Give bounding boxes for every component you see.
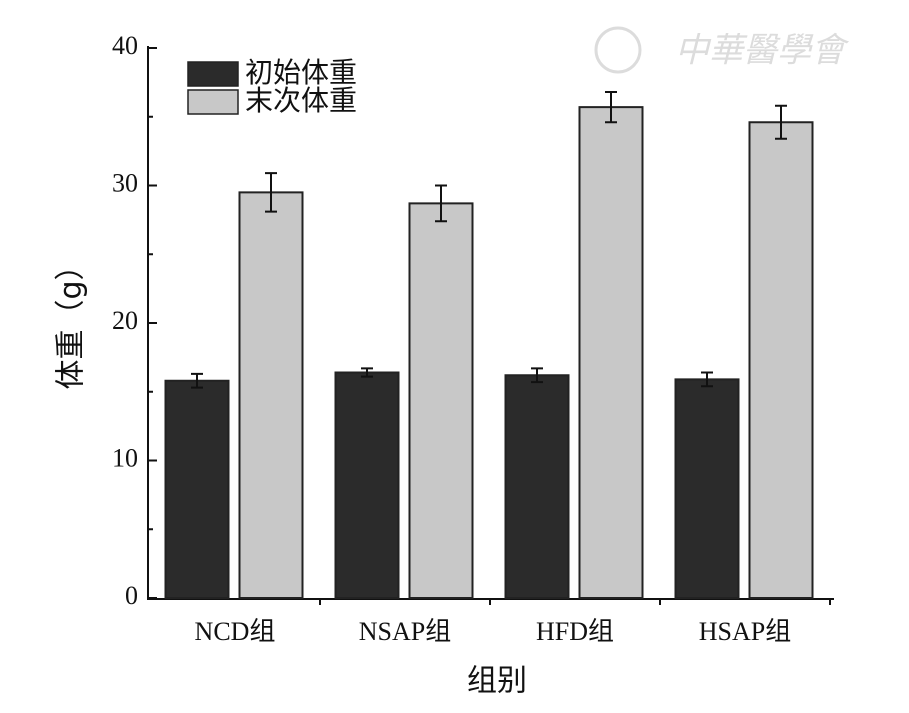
error-bar xyxy=(605,91,617,124)
error-bar xyxy=(435,184,447,223)
x-tick-label: HSAP组 xyxy=(699,617,791,646)
error-bar xyxy=(191,372,203,389)
y-tick-label: 30 xyxy=(112,168,138,197)
bar xyxy=(578,106,644,599)
watermark-logo xyxy=(594,26,642,74)
bar xyxy=(164,379,230,599)
bar xyxy=(674,378,740,599)
x-tick-label: NCD组 xyxy=(195,617,276,646)
x-axis-label: 组别 xyxy=(467,664,527,699)
error-bar xyxy=(701,371,713,388)
legend-swatch xyxy=(187,61,239,87)
error-bar xyxy=(775,104,787,140)
y-tick-label: 0 xyxy=(125,581,138,610)
y-tick-label: 20 xyxy=(112,306,138,335)
error-bar xyxy=(265,172,277,213)
legend-swatch xyxy=(187,89,239,115)
bar xyxy=(334,371,400,599)
y-tick-label: 40 xyxy=(112,31,138,60)
bar xyxy=(408,202,474,599)
bar xyxy=(504,374,570,599)
bar xyxy=(748,121,814,599)
error-bar xyxy=(531,367,543,384)
legend-label: 末次体重 xyxy=(245,84,357,117)
x-tick-label: HFD组 xyxy=(536,617,614,646)
y-axis-label: 体重（g） xyxy=(54,250,89,389)
watermark: 中華醫學會 xyxy=(675,31,850,71)
legend-label: 初始体重 xyxy=(245,56,357,89)
y-tick-label: 10 xyxy=(112,443,138,472)
error-bar xyxy=(361,367,373,378)
x-tick-label: NSAP组 xyxy=(359,617,451,646)
bar xyxy=(238,191,304,599)
